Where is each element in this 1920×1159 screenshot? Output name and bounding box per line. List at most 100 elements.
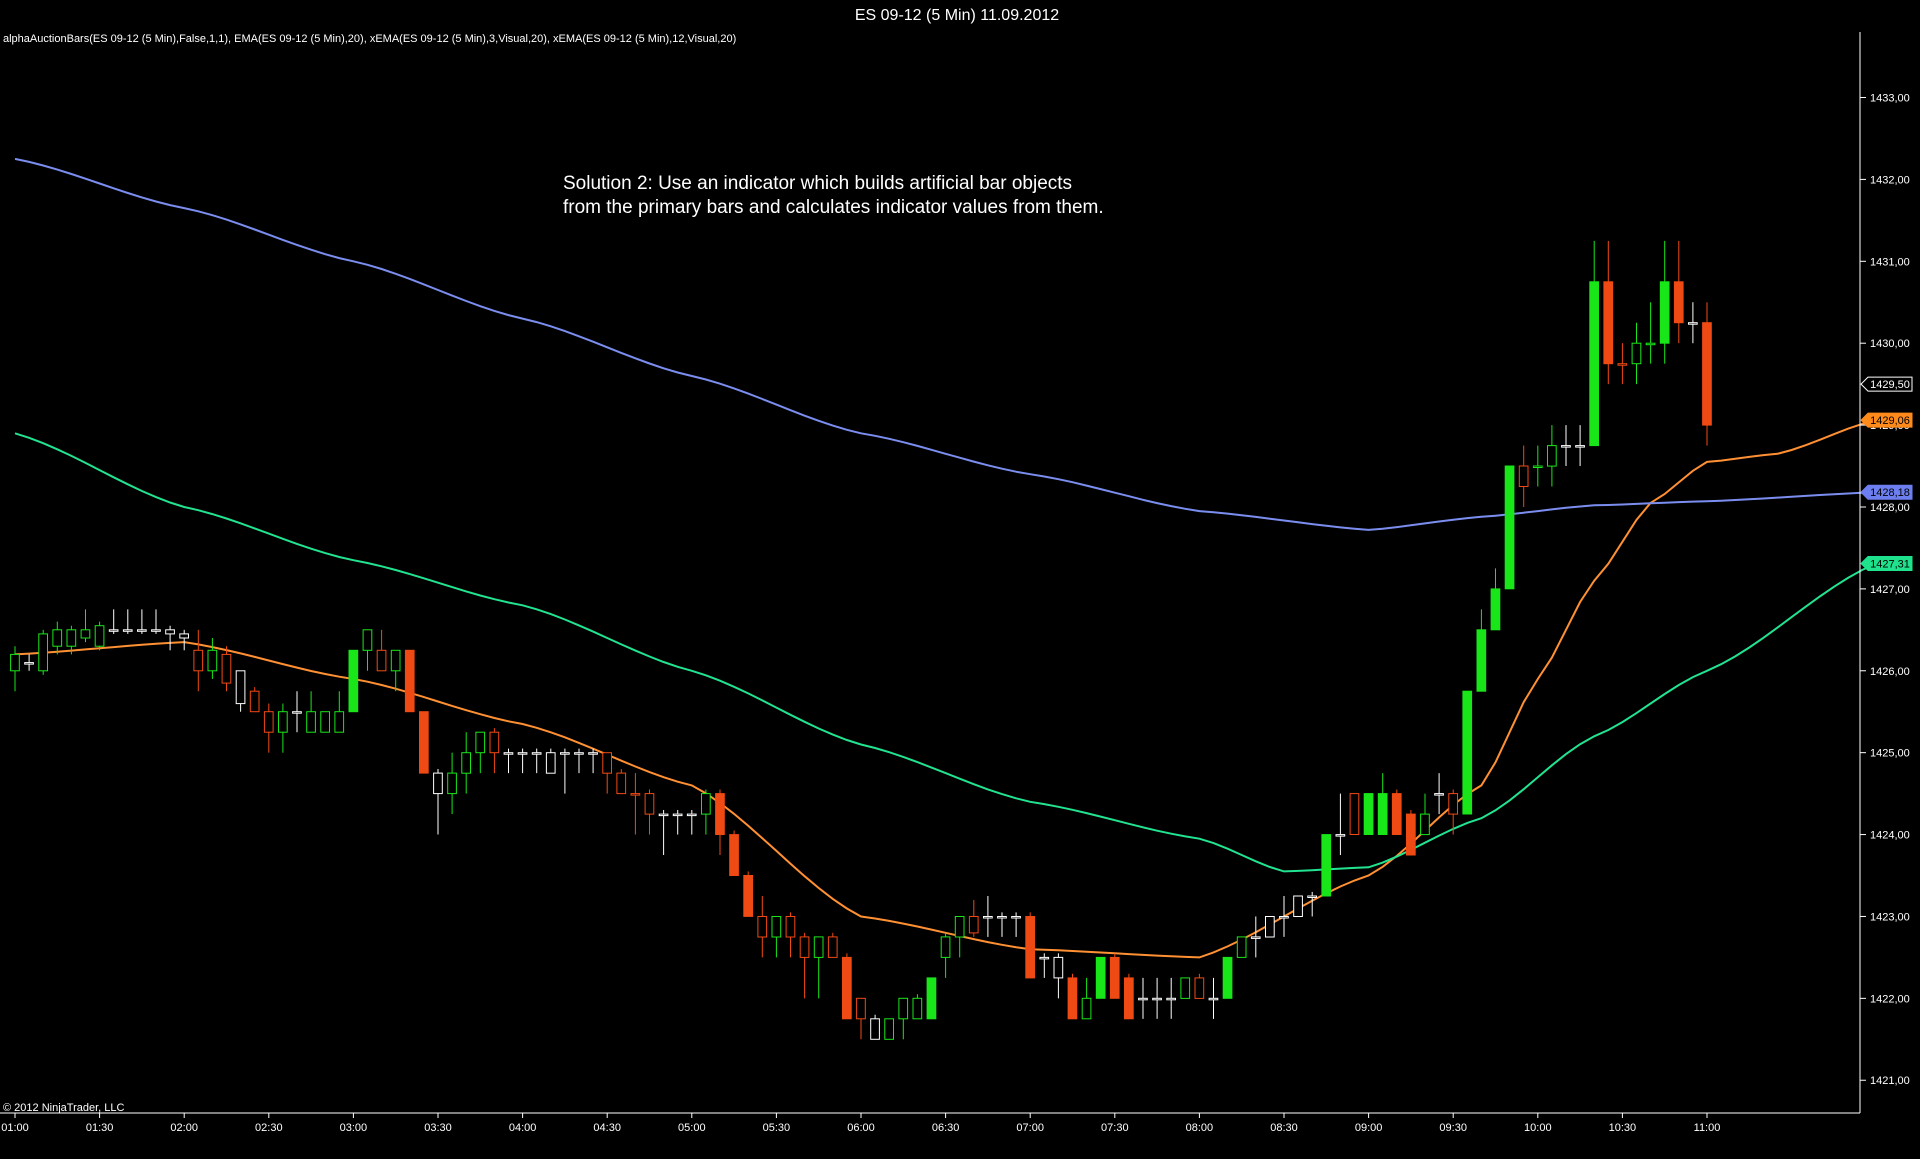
candle	[574, 748, 584, 774]
x-tick-label: 07:30	[1101, 1122, 1129, 1134]
candle-body	[433, 772, 443, 795]
candle-body	[489, 731, 500, 754]
candle	[390, 649, 401, 692]
candle-body	[940, 936, 951, 958]
candle-body	[52, 629, 63, 647]
candle-body	[1025, 916, 1036, 979]
candle-body	[1462, 690, 1473, 815]
candle-body	[870, 1018, 880, 1040]
candle-body	[1166, 997, 1177, 1001]
candle	[1420, 793, 1430, 836]
x-tick-label: 03:00	[340, 1122, 368, 1134]
x-tick-label: 01:30	[86, 1122, 114, 1134]
candle-body	[531, 752, 542, 755]
candle-body	[1109, 956, 1120, 999]
candle	[1138, 977, 1148, 1019]
candle	[842, 953, 852, 1020]
x-tick-label: 02:00	[170, 1122, 198, 1134]
candle	[588, 748, 598, 774]
x-tick-label: 07:00	[1016, 1122, 1044, 1134]
candle	[1321, 834, 1332, 897]
candle	[1208, 977, 1219, 1019]
x-tick-label: 11:00	[1694, 1122, 1721, 1134]
candle	[813, 936, 824, 999]
candle	[856, 997, 866, 1040]
candle-body	[884, 1018, 894, 1040]
price-marker-label: 1428,18	[1870, 487, 1910, 499]
candle	[686, 809, 697, 835]
candle	[278, 703, 288, 753]
candle	[531, 748, 542, 774]
indicator-lines	[14, 157, 1877, 959]
candle-body	[503, 752, 514, 755]
candle-body	[1180, 977, 1191, 999]
candle-body	[1095, 956, 1106, 999]
candle	[1025, 912, 1036, 979]
candle	[1518, 445, 1529, 507]
x-axis: 01:00 01:30 02:00 02:30 03:00 03:30 04:00 04:30…	[1, 1113, 1720, 1134]
candle-body	[249, 690, 260, 713]
candle-body	[1208, 997, 1219, 1001]
candle-body	[968, 916, 979, 934]
candle	[701, 789, 711, 835]
candle	[644, 789, 655, 835]
candle	[1236, 936, 1247, 958]
candle	[179, 629, 190, 651]
candle-body	[1222, 956, 1233, 999]
candle-body	[686, 813, 697, 817]
candle-body	[1603, 281, 1614, 365]
candle	[1180, 977, 1191, 999]
candle	[137, 609, 147, 634]
candle	[1222, 956, 1233, 999]
candle	[1434, 773, 1444, 815]
candle-body	[1631, 342, 1642, 365]
candle-body	[1053, 956, 1064, 979]
candle-body	[1434, 793, 1444, 796]
candle	[122, 609, 133, 634]
candle	[658, 809, 669, 856]
candle	[1688, 302, 1698, 344]
candle	[1095, 956, 1106, 999]
candle	[827, 932, 838, 958]
candle	[1363, 793, 1374, 835]
candle	[1279, 895, 1289, 937]
candle-body	[954, 916, 965, 938]
candle-body	[1547, 445, 1557, 467]
candle	[1448, 789, 1459, 835]
candle-body	[1349, 793, 1360, 835]
candle-body	[66, 629, 77, 647]
candle	[1265, 916, 1275, 938]
y-tick-label: 1431,00	[1870, 256, 1910, 268]
candle-body	[743, 875, 753, 917]
x-tick-label: 08:00	[1186, 1122, 1214, 1134]
candle-body	[221, 653, 232, 684]
candle-body	[997, 916, 1007, 919]
candle-body	[827, 936, 838, 958]
candle-body	[574, 752, 584, 755]
candle	[1617, 343, 1628, 385]
candle-body	[292, 711, 302, 714]
candle	[1124, 973, 1134, 1020]
candle	[1659, 240, 1670, 364]
candle	[1547, 425, 1557, 487]
candle	[997, 912, 1007, 937]
candle	[151, 609, 161, 634]
candle	[1589, 240, 1600, 447]
price-marker-green: 1427,31	[1860, 555, 1913, 571]
candle-body	[616, 772, 627, 795]
candle-body	[320, 711, 330, 733]
candle-body	[1561, 445, 1571, 448]
y-tick-label: 1427,00	[1870, 584, 1910, 596]
y-tick-label: 1422,00	[1870, 993, 1910, 1005]
candle	[757, 895, 768, 958]
candle	[602, 752, 612, 794]
candle	[263, 703, 274, 753]
candle-body	[1194, 977, 1205, 999]
price-marker-white: 1429,50	[1860, 376, 1913, 392]
candle	[983, 895, 993, 937]
candle-body	[912, 997, 923, 1020]
candle	[672, 809, 683, 835]
y-axis: 1421,00 1422,00 1423,00 1424,00 1425,00 1426,…	[1860, 93, 1910, 1087]
candle	[729, 830, 739, 876]
x-tick-label: 05:00	[678, 1122, 706, 1134]
